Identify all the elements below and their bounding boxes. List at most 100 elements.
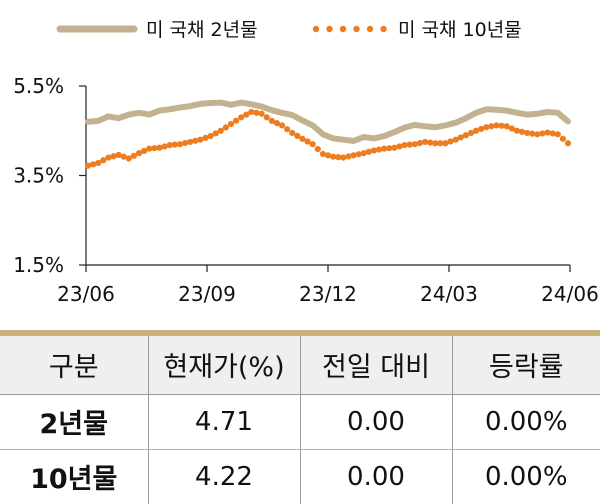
data-point [406,141,413,148]
data-point [340,154,347,161]
data-point [375,146,383,153]
data-point [212,130,219,137]
data-point [110,153,117,160]
data-point [518,128,526,135]
data-point [248,108,255,116]
header-change-rate: 등락률 [452,336,600,395]
legend-dot [380,25,387,33]
data-point [549,130,556,137]
data-point [278,122,286,129]
data-point [105,154,112,161]
data-point [564,140,572,147]
data-point [130,152,138,159]
data-point [304,138,311,145]
legend-dot [312,25,320,33]
data-point [324,152,332,159]
data-point [472,127,480,134]
data-point [151,145,158,152]
data-point [319,150,326,158]
data-point [84,162,92,169]
data-point [314,145,321,153]
table-header-row: 구분 현재가(%) 전일 대비 등락률 [0,336,600,395]
data-point [452,136,459,143]
data-point [227,120,235,128]
header-prev-change: 전일 대비 [300,336,453,395]
x-ticks: 23/06 23/09 23/12 24/03 24/06 [57,265,599,306]
data-point [432,140,439,147]
data-point [238,114,245,121]
data-point [95,159,102,167]
table-row: 10년물 4.22 0.00 0.00% [0,449,600,504]
data-point [427,139,434,146]
data-point [217,127,224,134]
data-point [166,141,173,149]
data-point [294,132,301,139]
data-point [360,150,367,157]
data-point [115,151,122,159]
data-point [529,130,536,137]
data-point [457,134,464,141]
cell-change-rate: 0.00% [452,394,600,450]
data-point [411,141,418,148]
data-point [243,111,250,118]
data-point [197,136,204,143]
cell-current-price: 4.71 [148,394,301,450]
row-label: 2년물 [0,394,149,450]
legend-dot [353,25,360,33]
data-point [100,157,107,164]
data-point [146,145,153,152]
legend-dot [366,25,374,33]
data-point [478,125,485,133]
data-point [253,109,260,116]
data-point [187,138,194,146]
data-point [544,129,551,136]
data-point [554,131,561,138]
data-point [447,138,454,145]
cell-change-rate: 0.00% [484,461,568,492]
data-point [181,139,189,147]
data-point [386,145,393,152]
y-tick-label: 5.5% [13,74,64,98]
data-point [498,122,505,129]
data-point [90,161,97,168]
row-label: 10년물 [0,449,149,504]
data-point [192,137,199,144]
data-point [539,130,546,137]
chart-area: 미 국채 2년물 미 국채 10년물 5.5% 3.5% 1.5% 23/06 23/… [13,19,599,306]
data-point [416,139,424,147]
divider-line [0,330,600,336]
data-point [370,147,378,154]
data-point [161,143,168,150]
data-point [350,152,357,159]
data-point [467,129,475,137]
legend-dot [326,25,333,33]
data-point [171,141,178,148]
x-tick-label: 23/12 [299,282,357,306]
table-row: 2년물 4.71 0.00 0.00% [0,394,600,450]
data-point [258,110,265,117]
chart-legend: 미 국채 2년물 미 국채 10년물 [56,19,522,41]
data-point [508,125,515,132]
data-point [222,124,229,131]
data-point [559,135,566,142]
legend-swatch-10y [312,25,387,33]
x-tick-label: 23/06 [57,282,115,306]
x-tick-label: 23/09 [178,282,236,306]
data-point [141,147,148,154]
data-point [524,129,531,137]
data-point [437,140,444,147]
data-point [202,134,209,142]
cell-prev-change: 0.00 [300,394,453,450]
data-point [120,153,127,160]
data-point [442,140,449,147]
data-point [232,117,240,124]
legend-label-2y: 미 국채 2년물 [146,19,258,41]
data-point [381,145,388,152]
data-point [421,138,429,146]
data-point [391,144,398,151]
data-point [207,133,214,140]
data-point [176,141,184,148]
series-10y [84,108,572,169]
data-point [345,153,352,160]
data-point [299,135,306,142]
